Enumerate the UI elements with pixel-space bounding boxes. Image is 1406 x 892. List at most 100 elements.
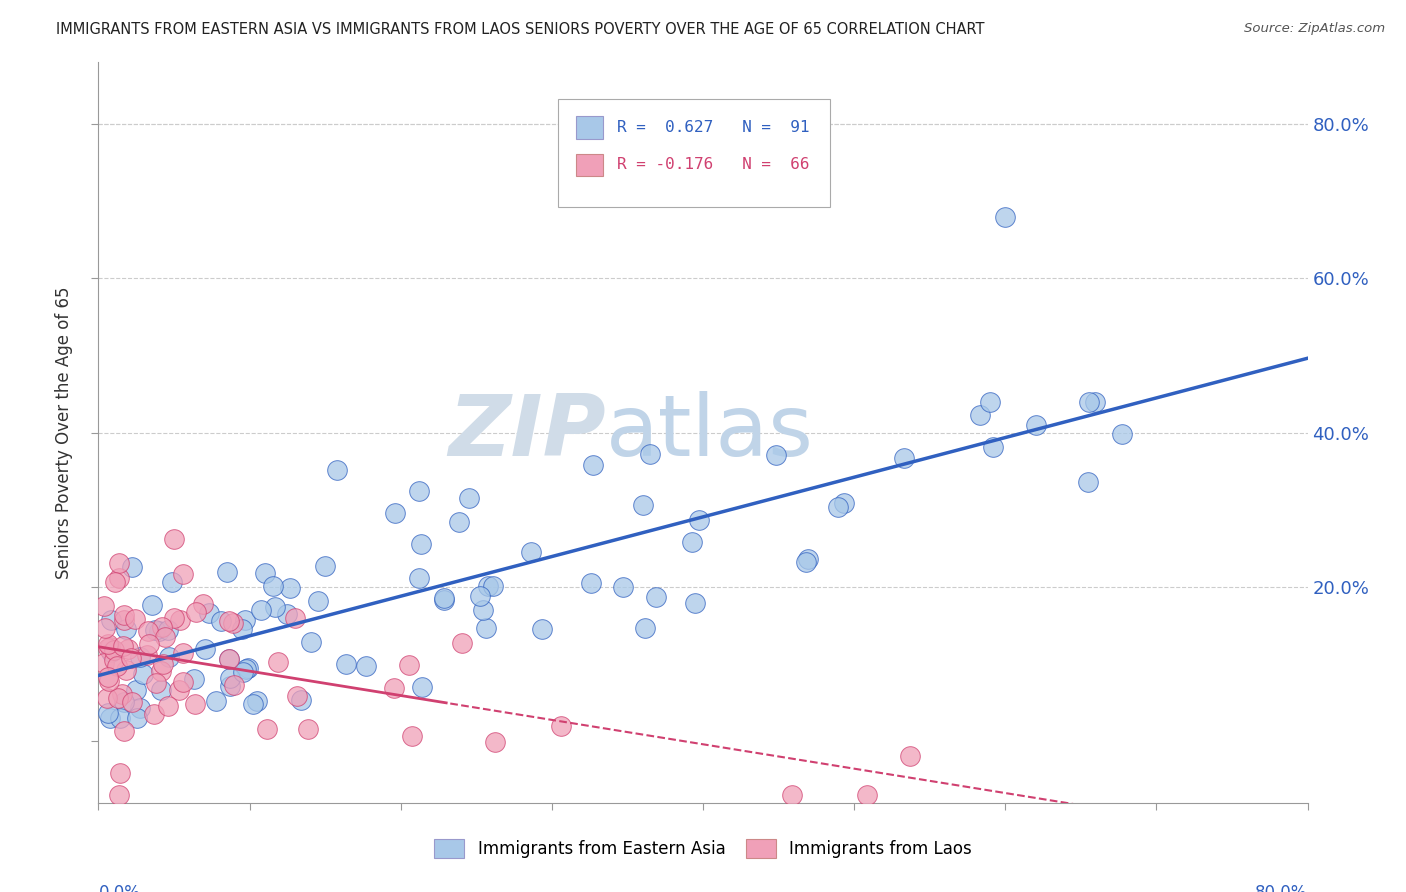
Point xyxy=(612,581,634,595)
Point xyxy=(408,571,430,585)
Point xyxy=(145,676,167,690)
Point xyxy=(898,749,921,764)
Point xyxy=(129,650,152,665)
Point xyxy=(219,680,242,694)
Point xyxy=(335,657,357,672)
Point xyxy=(107,556,129,570)
Point xyxy=(264,599,287,614)
Point xyxy=(112,695,135,709)
Point xyxy=(222,615,245,630)
Point xyxy=(451,636,474,650)
Point xyxy=(143,707,166,722)
Point xyxy=(136,648,159,663)
Text: R =  0.627   N =  91: R = 0.627 N = 91 xyxy=(617,120,810,135)
Point xyxy=(780,788,803,802)
Point xyxy=(198,606,221,620)
Point xyxy=(97,669,120,683)
Point xyxy=(326,462,349,476)
Point xyxy=(354,658,377,673)
Point xyxy=(105,658,128,673)
Point xyxy=(104,574,127,589)
Point xyxy=(314,558,336,573)
Point xyxy=(148,624,170,638)
Point xyxy=(550,719,572,733)
Legend: Immigrants from Eastern Asia, Immigrants from Laos: Immigrants from Eastern Asia, Immigrants… xyxy=(427,833,979,865)
FancyBboxPatch shape xyxy=(576,117,603,138)
Point xyxy=(644,590,666,604)
Point xyxy=(169,613,191,627)
Point xyxy=(156,624,179,638)
Point xyxy=(1024,418,1046,433)
Point xyxy=(276,607,298,622)
Point xyxy=(232,665,254,679)
Point xyxy=(120,651,142,665)
Point xyxy=(152,657,174,671)
Point xyxy=(124,612,146,626)
FancyBboxPatch shape xyxy=(558,99,830,207)
Point xyxy=(482,579,505,593)
Point xyxy=(97,706,120,720)
Point xyxy=(797,552,820,566)
Point xyxy=(97,641,120,656)
Point xyxy=(111,688,134,702)
Point xyxy=(131,667,153,681)
Point xyxy=(117,641,139,656)
Point xyxy=(217,565,239,579)
Point xyxy=(519,545,541,559)
Point xyxy=(475,621,498,635)
Point xyxy=(107,788,129,802)
Point xyxy=(433,591,456,606)
Point xyxy=(794,555,817,569)
Point xyxy=(530,623,553,637)
Point xyxy=(233,613,256,627)
Point xyxy=(433,593,456,607)
Point xyxy=(98,640,121,654)
Point xyxy=(138,624,160,639)
Point xyxy=(112,724,135,739)
Point xyxy=(765,448,787,462)
Point xyxy=(307,594,329,608)
Point xyxy=(156,698,179,713)
Point xyxy=(100,644,122,658)
Point xyxy=(290,692,312,706)
Point xyxy=(278,581,301,595)
Point xyxy=(163,532,186,546)
Point xyxy=(153,630,176,644)
Point xyxy=(235,662,257,676)
Point xyxy=(449,516,471,530)
Point xyxy=(634,621,657,635)
Point xyxy=(979,394,1001,409)
Point xyxy=(157,650,180,665)
Point xyxy=(299,634,322,648)
FancyBboxPatch shape xyxy=(576,153,603,176)
Point xyxy=(94,621,117,635)
Point xyxy=(114,663,136,677)
Point xyxy=(149,683,172,698)
Point xyxy=(827,500,849,514)
Point xyxy=(138,637,160,651)
Point xyxy=(125,711,148,725)
Point xyxy=(129,701,152,715)
Point xyxy=(256,722,278,736)
Point xyxy=(163,610,186,624)
Point xyxy=(222,678,245,692)
Point xyxy=(401,729,423,743)
Point xyxy=(969,408,991,422)
Point xyxy=(267,655,290,669)
Point xyxy=(172,567,194,582)
Point xyxy=(172,647,194,661)
Point xyxy=(150,620,173,634)
Point xyxy=(832,496,855,510)
Point xyxy=(246,694,269,708)
Point xyxy=(477,579,499,593)
Point xyxy=(96,690,118,705)
Point xyxy=(284,611,307,625)
Point xyxy=(411,680,433,694)
Point xyxy=(1078,394,1101,409)
Point xyxy=(218,652,240,666)
Point xyxy=(219,671,242,685)
Point xyxy=(484,734,506,748)
Point xyxy=(111,639,134,653)
Text: R = -0.176   N =  66: R = -0.176 N = 66 xyxy=(617,157,810,172)
Point xyxy=(638,447,661,461)
